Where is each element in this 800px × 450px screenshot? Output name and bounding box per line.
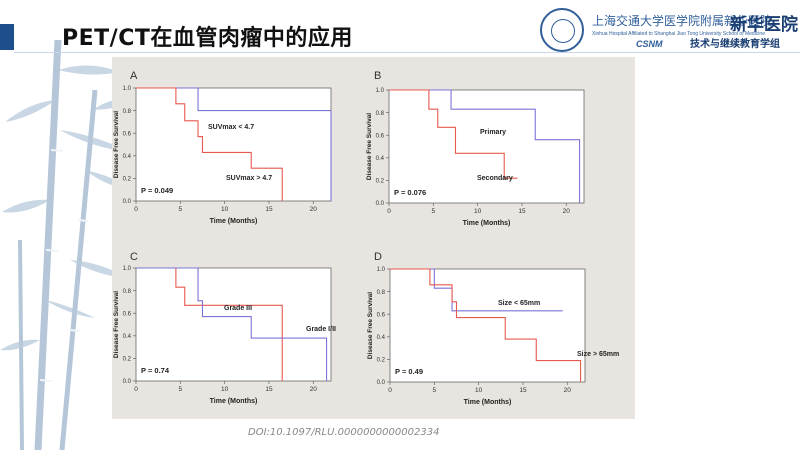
x-tick-label: 20 xyxy=(310,206,318,213)
y-tick-label: 0.8 xyxy=(376,111,385,117)
y-tick-label: 0.6 xyxy=(376,133,385,139)
series-label-0: Primary xyxy=(480,129,506,136)
p-value: P = 0.74 xyxy=(141,366,170,375)
y-tick-label: 0.4 xyxy=(123,154,132,160)
y-tick-label: 0.0 xyxy=(123,199,132,205)
panel-letter: C xyxy=(130,251,138,263)
panel-b: B 0.0 0.2 0.4 0.6 0.8 1.0 0 5 10 15 20 Time (Months)… xyxy=(366,70,585,227)
title-accent-bar xyxy=(0,24,14,50)
y-axis-label: Disease Free Survival xyxy=(113,111,120,178)
series-line-1 xyxy=(136,87,283,201)
series-label-1: Grade I/II xyxy=(306,326,336,333)
panel-c: C 0.0 0.2 0.4 0.6 0.8 1.0 0 5 10 15 20 Time (Months)… xyxy=(113,251,336,405)
doi-reference: DOI:10.1097/RLU.0000000000002334 xyxy=(248,427,440,438)
y-tick-label: 0.6 xyxy=(123,131,132,137)
x-tick-label: 10 xyxy=(475,387,483,394)
x-tick-label: 15 xyxy=(265,206,273,213)
x-tick-label: 5 xyxy=(433,387,437,394)
logo-csnm: CSNM xyxy=(636,39,663,49)
y-tick-label: 0.0 xyxy=(376,201,385,207)
panel-a: A 0.0 0.2 0.4 0.6 0.8 1.0 0 5 10 15 20 Time (Months)… xyxy=(113,70,332,225)
x-tick-label: 5 xyxy=(179,206,183,213)
x-axis-label: Time (Months) xyxy=(210,218,258,225)
y-tick-label: 0.8 xyxy=(123,289,132,295)
panel-d: D 0.0 0.2 0.4 0.6 0.8 1.0 0 5 10 15 20 Time (Months)… xyxy=(367,251,619,406)
series-label-0: Size < 65mm xyxy=(498,300,540,307)
p-value: P = 0.049 xyxy=(141,186,173,195)
x-tick-label: 10 xyxy=(221,386,229,393)
y-tick-label: 0.6 xyxy=(123,311,132,317)
hospital-logo: 上海交通大学医学院附属新华医院 Xinhua Hospital Affiliat… xyxy=(540,8,798,56)
series-line-0 xyxy=(136,87,332,201)
x-tick-label: 0 xyxy=(134,206,138,213)
p-value: P = 0.076 xyxy=(394,188,426,197)
logo-hospital-name: 上海交通大学医学院附属新华医院 xyxy=(592,14,773,28)
x-tick-label: 0 xyxy=(134,386,138,393)
y-tick-label: 0.0 xyxy=(123,379,132,385)
series-line-1 xyxy=(390,268,582,382)
series-label-1: Secondary xyxy=(477,175,513,182)
logo-english-name: Xinhua Hospital Affiliated to Shanghai J… xyxy=(592,31,765,37)
x-tick-label: 0 xyxy=(388,387,392,394)
y-tick-label: 1.0 xyxy=(377,267,386,273)
slide-title: PET/CT在血管肉瘤中的应用 xyxy=(62,26,353,51)
x-tick-label: 10 xyxy=(221,206,229,213)
series-label-1: Size > 65mm xyxy=(577,351,619,358)
x-tick-label: 20 xyxy=(563,208,571,215)
x-axis-label: Time (Months) xyxy=(464,399,512,406)
x-tick-label: 20 xyxy=(310,386,318,393)
plot-area xyxy=(135,267,332,382)
panel-letter: D xyxy=(374,251,382,263)
y-tick-label: 0.6 xyxy=(377,312,386,318)
y-tick-label: 1.0 xyxy=(123,266,132,272)
series-label-0: SUVmax < 4.7 xyxy=(208,124,254,131)
y-axis-label: Disease Free Survival xyxy=(367,292,374,359)
x-axis-label: Time (Months) xyxy=(210,398,258,405)
series-line-0 xyxy=(389,89,581,203)
y-tick-label: 0.0 xyxy=(377,380,386,386)
x-tick-label: 15 xyxy=(265,386,273,393)
y-tick-label: 0.2 xyxy=(377,358,386,364)
panel-letter: B xyxy=(374,70,381,82)
y-tick-label: 1.0 xyxy=(376,88,385,94)
x-axis-label: Time (Months) xyxy=(463,220,511,227)
y-tick-label: 0.2 xyxy=(376,179,385,185)
y-tick-label: 0.4 xyxy=(376,156,385,162)
series-label-1: SUVmax > 4.7 xyxy=(226,175,272,182)
y-tick-label: 0.4 xyxy=(123,334,132,340)
header-divider xyxy=(14,52,800,53)
y-tick-label: 0.2 xyxy=(123,357,132,363)
series-line-1 xyxy=(389,89,518,179)
series-line-1 xyxy=(136,267,328,381)
logo-brand: 新华医院 xyxy=(730,15,798,35)
y-axis-label: Disease Free Survival xyxy=(366,113,373,180)
x-tick-label: 20 xyxy=(564,387,572,394)
hospital-seal-icon xyxy=(540,8,584,52)
km-figure: A 0.0 0.2 0.4 0.6 0.8 1.0 0 5 10 15 20 Time (Months)… xyxy=(112,57,635,419)
x-tick-label: 15 xyxy=(518,208,526,215)
plot-area xyxy=(388,89,585,204)
km-charts-svg: A 0.0 0.2 0.4 0.6 0.8 1.0 0 5 10 15 20 Time (Months)… xyxy=(113,70,619,406)
y-tick-label: 1.0 xyxy=(123,86,132,92)
x-tick-label: 0 xyxy=(387,208,391,215)
p-value: P = 0.49 xyxy=(395,367,423,376)
plot-area xyxy=(135,87,332,202)
panel-letter: A xyxy=(130,70,138,82)
logo-subtitle: 技术与继续教育学组 xyxy=(690,39,780,50)
x-tick-label: 10 xyxy=(474,208,482,215)
x-tick-label: 5 xyxy=(179,386,183,393)
y-tick-label: 0.4 xyxy=(377,335,386,341)
series-label-0: Grade III xyxy=(224,305,252,312)
y-tick-label: 0.8 xyxy=(123,109,132,115)
plot-area xyxy=(389,268,586,383)
x-tick-label: 5 xyxy=(432,208,436,215)
y-tick-label: 0.2 xyxy=(123,177,132,183)
x-tick-label: 15 xyxy=(519,387,527,394)
y-tick-label: 0.8 xyxy=(377,290,386,296)
y-axis-label: Disease Free Survival xyxy=(113,291,120,358)
